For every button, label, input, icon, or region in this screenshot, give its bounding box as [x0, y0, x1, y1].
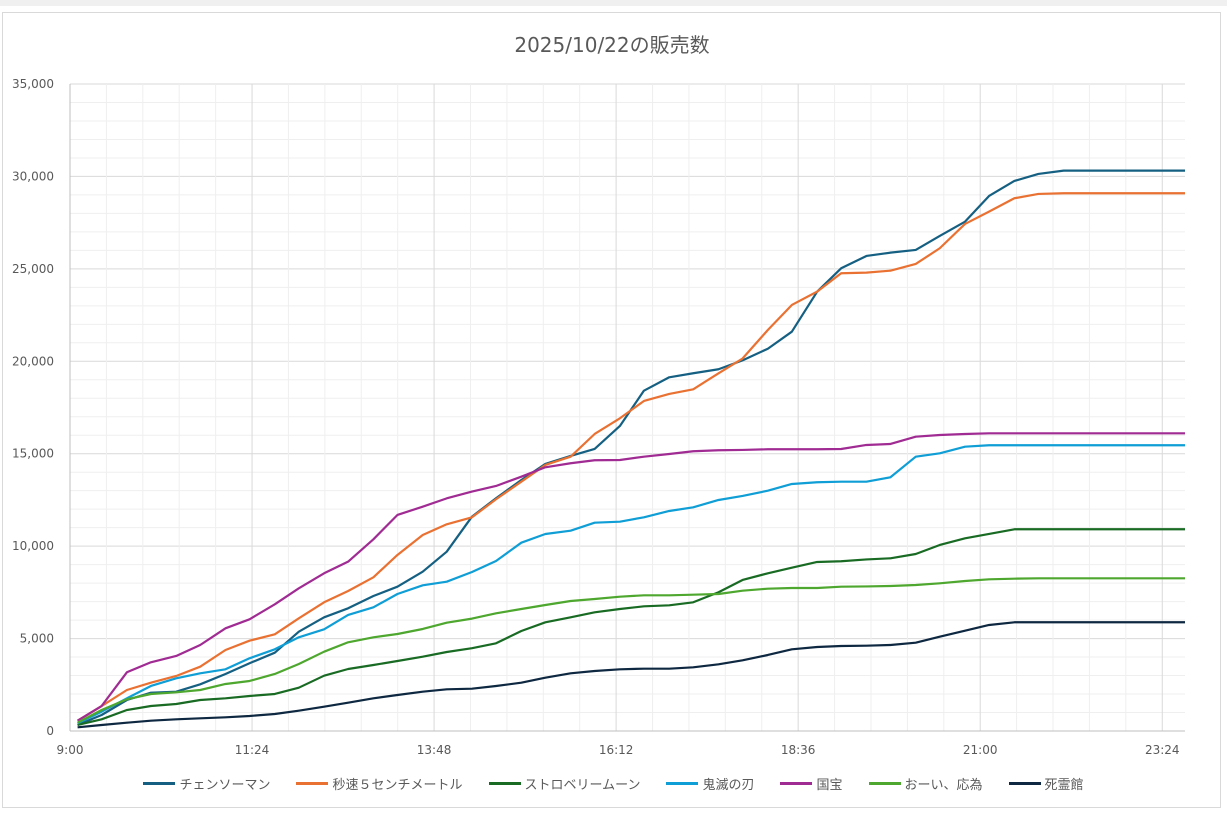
legend-item[interactable]: 鬼滅の刃 [666, 774, 754, 793]
legend-swatch [780, 782, 813, 785]
x-tick-label: 18:36 [781, 743, 816, 757]
y-tick-label: 5,000 [20, 632, 54, 646]
x-tick-label: 13:48 [417, 743, 452, 757]
x-tick-label: 21:00 [963, 743, 998, 757]
x-tick-label: 11:24 [235, 743, 270, 757]
y-axis-ticks: 0 5,000 10,000 15,000 20,000 25,000 30,000 35,0… [12, 77, 54, 738]
window-top-strip [0, 0, 1227, 6]
series-line-4 [77, 432, 1185, 722]
y-tick-label: 35,000 [12, 77, 54, 91]
legend-label: チェンソーマン [179, 778, 271, 793]
legend-swatch [296, 782, 329, 785]
chart-title: 2025/10/22の販売数 [514, 33, 709, 57]
y-tick-label: 10,000 [12, 539, 54, 553]
legend-label: ストロベリームーン [524, 778, 641, 793]
gridlines [69, 83, 1185, 732]
series-line-6 [77, 621, 1185, 729]
x-tick-label: 23:24 [1145, 743, 1180, 757]
y-tick-label: 30,000 [12, 169, 54, 183]
legend-label: おーい、応為 [904, 778, 983, 793]
x-tick-label: 16:12 [599, 743, 634, 757]
legend-swatch [1008, 782, 1041, 785]
series-line-5 [77, 577, 1185, 724]
series-lines [77, 169, 1185, 729]
legend-item[interactable]: 死霊館 [1008, 774, 1084, 793]
legend-item[interactable]: 国宝 [780, 774, 843, 793]
legend-swatch [868, 782, 901, 785]
legend-item[interactable]: チェンソーマン [143, 774, 270, 793]
y-tick-label: 25,000 [12, 262, 54, 276]
legend-swatch [488, 782, 521, 785]
series-line-2 [77, 528, 1185, 727]
y-tick-label: 0 [46, 724, 54, 738]
legend-item[interactable]: ストロベリームーン [488, 774, 641, 793]
legend-label: 鬼滅の刃 [702, 778, 755, 793]
legend-swatch [666, 782, 699, 785]
series-line-3 [77, 444, 1185, 725]
legend-label: 死霊館 [1044, 778, 1084, 793]
series-line-1 [77, 192, 1185, 722]
legend-swatch [143, 782, 176, 785]
y-tick-label: 20,000 [12, 354, 54, 368]
x-axis-ticks: 9:00 11:24 13:48 16:12 18:36 21:00 23:24 [57, 743, 1180, 757]
legend-label: 国宝 [816, 778, 843, 793]
legend-item[interactable]: 秒速５センチメートル [296, 774, 463, 793]
y-tick-label: 15,000 [12, 447, 54, 461]
legend: チェンソーマン 秒速５センチメートル ストロベリームーン 鬼滅の刃 国宝 おーい、応為 死霊… [0, 774, 1227, 793]
legend-item[interactable]: おーい、応為 [868, 774, 983, 793]
x-tick-label: 9:00 [57, 743, 84, 757]
legend-label: 秒速５センチメートル [332, 778, 463, 793]
